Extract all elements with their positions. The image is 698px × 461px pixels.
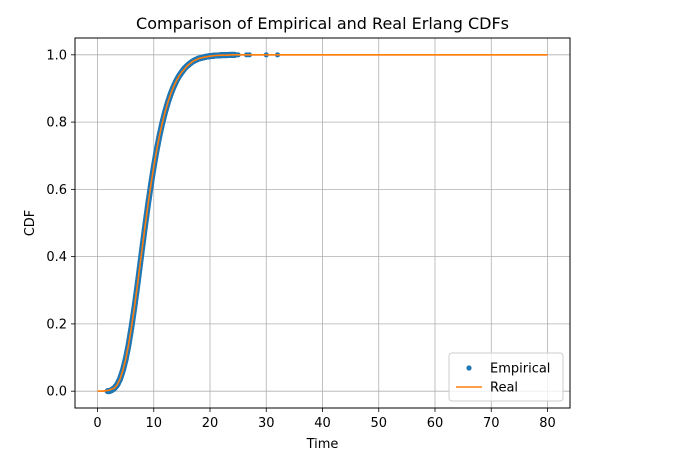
x-tick-label: 50 bbox=[370, 416, 387, 431]
y-tick-label: 1.0 bbox=[46, 48, 67, 63]
series-layer bbox=[97, 51, 548, 395]
y-tick-label: 0.6 bbox=[46, 183, 67, 198]
y-tick-label: 0.8 bbox=[46, 116, 67, 131]
x-axis-label: Time bbox=[306, 437, 339, 452]
series-line-real-overlay bbox=[97, 54, 548, 392]
y-axis-label: CDF bbox=[23, 210, 38, 237]
grid-layer bbox=[75, 38, 570, 408]
legend-label-empirical: Empirical bbox=[490, 362, 550, 377]
y-tick-label: 0.4 bbox=[46, 250, 67, 265]
legend-label-real: Real bbox=[490, 381, 518, 396]
x-tick-label: 80 bbox=[539, 416, 556, 431]
tick-layer: 0 10 20 30 40 50 60 70 80 0.0 0.2 0.4 0.6 0.8 1.0 bbox=[46, 48, 555, 431]
x-tick-label: 30 bbox=[258, 416, 275, 431]
x-tick-label: 60 bbox=[427, 416, 444, 431]
legend: Empirical Real bbox=[448, 352, 564, 402]
legend-box bbox=[448, 352, 564, 402]
legend-marker-empirical bbox=[466, 365, 472, 371]
chart-title: Comparison of Empirical and Real Erlang … bbox=[136, 14, 509, 33]
x-tick-label: 0 bbox=[93, 416, 101, 431]
x-tick-label: 40 bbox=[314, 416, 331, 431]
x-tick-label: 10 bbox=[145, 416, 162, 431]
y-tick-label: 0.2 bbox=[46, 317, 67, 332]
x-tick-label: 70 bbox=[483, 416, 500, 431]
y-tick-label: 0.0 bbox=[46, 385, 67, 400]
x-tick-label: 20 bbox=[202, 416, 219, 431]
